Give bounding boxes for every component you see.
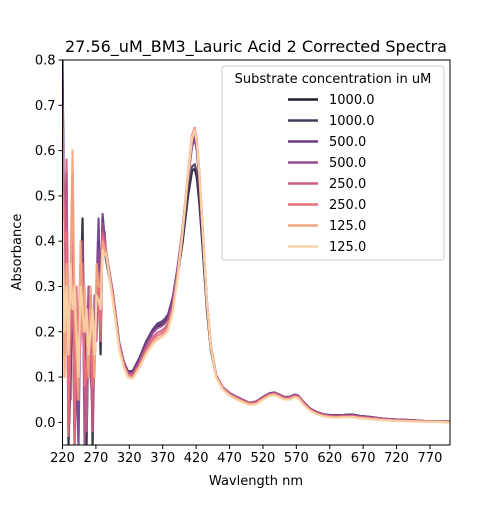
legend-label: 250.0 [329,198,366,213]
y-tick-label: 0.3 [35,280,56,295]
legend-entries: 1000.0 1000.0 500.0 500.0 250.0 250.0 125.0 125… [288,93,375,255]
y-axis-title: Absorbance [10,214,25,291]
x-tick-label: 720 [384,451,409,466]
x-tick-label: 620 [317,451,342,466]
x-tick-label: 470 [217,451,242,466]
y-tick-label: 0.5 [35,189,56,204]
y-axis: 0.0 0.1 0.2 0.3 0.4 0.5 0.6 0.7 0.8 [35,54,63,431]
legend-label: 1000.0 [329,93,375,108]
legend: Substrate concentration in uM 1000.01000… [221,65,445,261]
plot-frame [62,59,451,446]
x-tick-label: 320 [117,451,142,466]
x-tick-label: 570 [284,451,309,466]
x-tick-label: 220 [50,451,75,466]
legend-label: 500.0 [329,135,366,150]
y-tick-label: 0.8 [35,54,56,69]
x-tick-label: 520 [251,451,276,466]
legend-label: 125.0 [329,240,366,255]
legend-label: 500.0 [329,156,366,171]
legend-label: 250.0 [329,177,366,192]
y-tick-label: 0.6 [35,144,56,159]
y-tick-label: 0.4 [35,235,56,250]
x-tick-label: 420 [184,451,209,466]
legend-box [221,65,445,261]
x-tick-label: 370 [150,451,175,466]
legend-title: Substrate concentration in uM [235,72,432,87]
x-axis-title: Wavlength nm [209,474,303,489]
legend-label: 1000.0 [329,114,375,129]
x-tick-label: 770 [418,451,443,466]
x-axis: 220 270 320 370 420 470 520 570 620 670 720 770 [50,445,442,466]
series-line-8 [62,129,450,424]
y-tick-label: 0.1 [35,371,56,386]
y-tick-label: 0.7 [35,99,56,114]
legend-label: 125.0 [329,219,366,234]
y-tick-label: 0.0 [35,416,56,431]
series-layer [62,60,450,445]
x-tick-label: 670 [351,451,376,466]
x-tick-label: 270 [83,451,108,466]
y-tick-label: 0.2 [35,325,56,340]
chart-title: 27.56_uM_BM3_Lauric Acid 2 Corrected Spe… [65,37,447,57]
